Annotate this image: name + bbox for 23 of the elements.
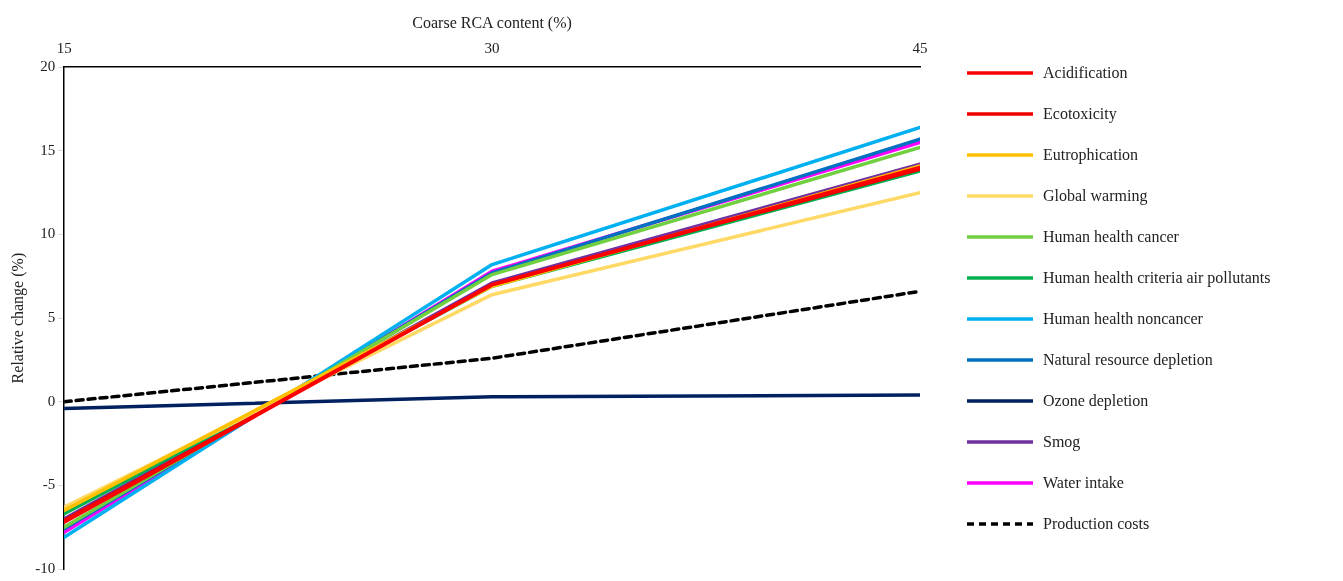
legend-label: Human health criteria air pollutants [1043,268,1271,287]
x-axis-title: Coarse RCA content (%) [412,13,572,32]
y-axis-title: Relative change (%) [8,252,27,384]
legend-label: Human health noncancer [1043,309,1203,328]
y-tick-label: 15 [40,141,56,158]
x-tick-label: 30 [484,40,500,57]
legend-label: Natural resource depletion [1043,350,1213,369]
legend-label: Production costs [1043,514,1150,533]
y-tick-label: 20 [40,58,56,75]
y-tick-label: -5 [42,476,56,493]
y-tick-label: 5 [47,309,56,326]
y-tick-label: 0 [47,392,56,409]
legend-label: Global warming [1043,186,1148,205]
legend-label: Smog [1043,432,1081,451]
legend-label: Water intake [1043,473,1124,492]
legend-label: Ecotoxicity [1043,104,1117,123]
legend-label: Ozone depletion [1043,391,1149,410]
x-tick-label: 45 [912,40,928,57]
legend-label: Acidification [1043,63,1128,82]
y-tick-label: -10 [35,559,56,576]
y-tick-label: 10 [40,225,56,242]
legend-label: Human health cancer [1043,227,1179,246]
legend-label: Eutrophication [1043,145,1139,164]
